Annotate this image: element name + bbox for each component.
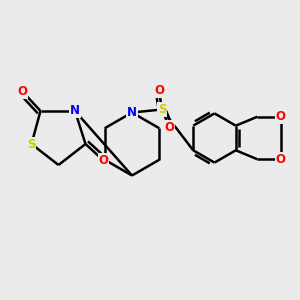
Text: O: O: [154, 84, 164, 98]
Text: O: O: [276, 153, 286, 166]
Text: S: S: [27, 137, 36, 151]
Text: O: O: [276, 110, 286, 123]
Text: N: N: [127, 106, 137, 119]
Text: O: O: [164, 121, 175, 134]
Text: O: O: [17, 85, 28, 98]
Text: O: O: [98, 154, 109, 167]
Text: N: N: [70, 104, 80, 118]
Text: S: S: [158, 103, 166, 116]
